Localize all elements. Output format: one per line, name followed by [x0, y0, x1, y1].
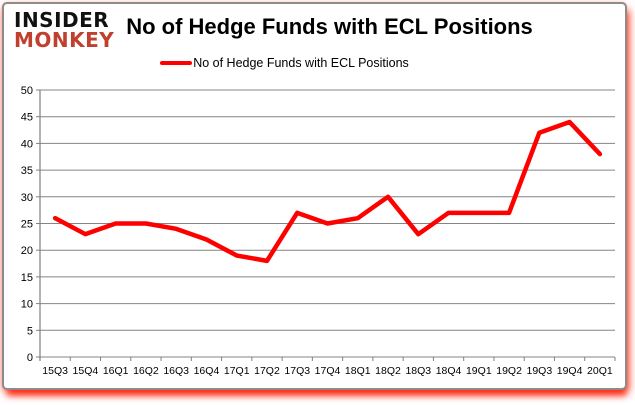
series-line	[52, 119, 603, 264]
logo-monkey-text: MONKEY	[14, 27, 115, 52]
y-axis-tick-label: 5	[27, 325, 33, 337]
chart-card: INSIDER MONKEY No of Hedge Funds with EC…	[2, 2, 627, 390]
x-axis-tick-label: 15Q4	[73, 365, 99, 377]
x-axis-tick-label: 16Q1	[103, 365, 129, 377]
y-axis-tick-label: 50	[21, 85, 33, 97]
y-axis-tick-label: 15	[21, 272, 33, 284]
x-axis-tick-label: 19Q3	[526, 365, 552, 377]
x-axis-tick-label: 18Q4	[436, 365, 462, 377]
x-axis-tick-label: 18Q1	[345, 365, 371, 377]
line-chart-plot: 0 5 10 15 20 25 30 35 40 45 50 15Q3 15Q4 16Q1 16Q2 16Q3…	[21, 85, 616, 377]
x-axis-tick-label: 16Q3	[163, 365, 189, 377]
x-axis-tick-label: 19Q1	[466, 365, 492, 377]
chart-title: No of Hedge Funds with ECL Positions	[126, 14, 533, 39]
insider-monkey-logo: INSIDER MONKEY	[14, 8, 115, 52]
chart-legend: No of Hedge Funds with ECL Positions	[4, 56, 565, 70]
x-axis-tick-label: 17Q2	[254, 365, 280, 377]
x-axis-tick-label: 15Q3	[42, 365, 68, 377]
legend-series-label: No of Hedge Funds with ECL Positions	[193, 56, 409, 70]
logo-insider-text: INSIDER	[14, 8, 110, 32]
y-axis-tick-label: 45	[21, 112, 33, 124]
x-axis-tick-label: 17Q1	[224, 365, 250, 377]
x-axis-tick-label: 18Q2	[375, 365, 401, 377]
y-axis-tick-label: 0	[27, 352, 33, 364]
y-axis-tick-label: 25	[21, 219, 33, 231]
y-axis-tick-label: 10	[21, 299, 33, 311]
y-axis-tick-label: 20	[21, 245, 33, 257]
x-axis-tick-label: 19Q2	[496, 365, 522, 377]
x-axis-tick-label: 16Q4	[194, 365, 220, 377]
x-axis-tick-label: 18Q3	[405, 365, 431, 377]
x-axis-tick-label: 19Q4	[557, 365, 583, 377]
legend-line-swatch	[160, 61, 193, 65]
y-axis-tick-label: 30	[21, 192, 33, 204]
y-axis-tick-label: 40	[21, 138, 33, 150]
x-axis-tick-label: 16Q2	[133, 365, 159, 377]
x-axis-tick-label: 17Q3	[284, 365, 310, 377]
x-axis-tick-label: 20Q1	[587, 365, 613, 377]
y-axis-tick-label: 35	[21, 165, 33, 177]
x-axis-tick-label: 17Q4	[315, 365, 341, 377]
